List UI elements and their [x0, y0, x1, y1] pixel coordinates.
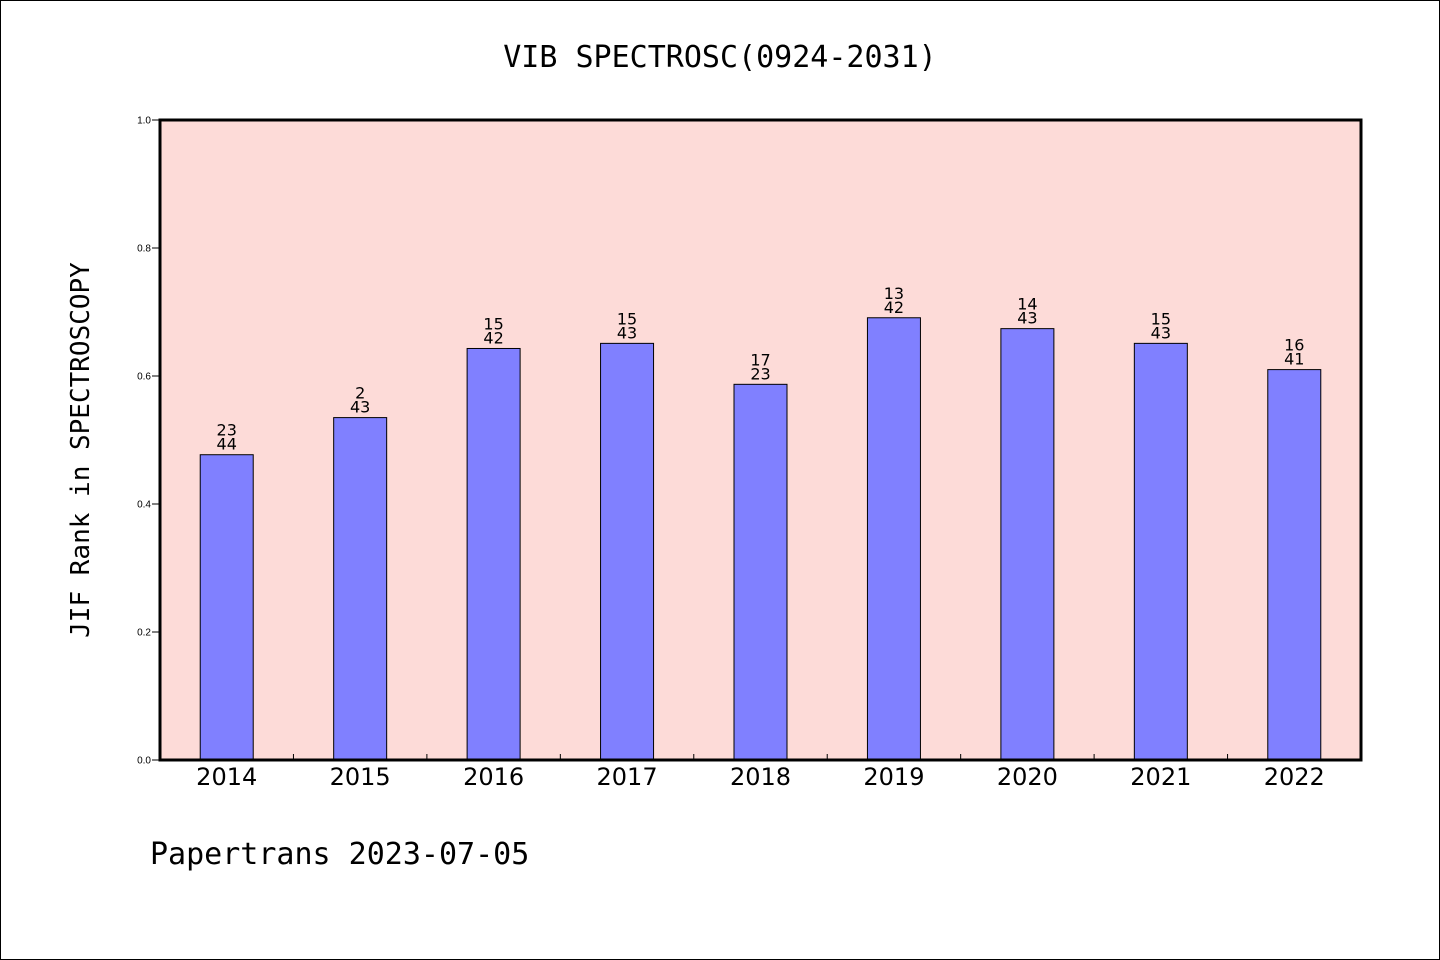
bar-label-total: 41	[1284, 350, 1304, 369]
bar-label-rank: 16	[1284, 336, 1304, 355]
bar-label-rank: 15	[1151, 309, 1171, 328]
bar-label-total: 43	[617, 323, 637, 342]
y-tick-label: 1.0	[137, 116, 151, 127]
bar-label-rank: 17	[750, 350, 770, 369]
x-tick-label: 2019	[863, 763, 924, 791]
x-tick-label: 2021	[1130, 763, 1191, 791]
bar-label-rank: 2	[355, 384, 365, 403]
y-axis: 0.0 0.2 0.4 0.6 0.8 1.0	[137, 116, 160, 767]
bar-2017	[600, 342, 655, 761]
x-tick-label: 2014	[196, 763, 257, 791]
bar-label-total: 43	[1017, 309, 1037, 328]
bar-2019	[866, 317, 921, 761]
bar-2018	[733, 383, 788, 761]
y-tick-label: 0.0	[137, 756, 151, 767]
bar-label-rank: 15	[617, 309, 637, 328]
bar-label-rank: 14	[1017, 295, 1037, 314]
bar-label-rank: 15	[483, 314, 503, 333]
bar-2014	[199, 454, 254, 761]
footer-text: Papertrans 2023-07-05	[150, 837, 529, 872]
x-tick-label: 2015	[330, 763, 391, 791]
bar-label-total: 44	[217, 435, 237, 454]
x-tick-label: 2022	[1264, 763, 1325, 791]
bar-label-total: 42	[483, 328, 503, 347]
bar-label-total: 42	[884, 298, 904, 317]
y-axis-label: JIF Rank in SPECTROSCOPY	[66, 262, 96, 638]
bar-label-total: 43	[1151, 323, 1171, 342]
bar-2015	[333, 417, 388, 761]
x-tick-label: 2018	[730, 763, 791, 791]
y-tick-label: 0.8	[137, 244, 151, 255]
bar-2021	[1133, 342, 1188, 761]
bar-2020	[1000, 328, 1055, 761]
x-tick-label: 2017	[597, 763, 658, 791]
bar-label-rank: 13	[884, 284, 904, 303]
x-axis: 2014 2015 2016 2017 2018 2019 2020 2021 2022	[196, 754, 1325, 791]
bar-label-total: 43	[350, 398, 370, 417]
x-tick-label: 2020	[997, 763, 1058, 791]
y-tick-label: 0.4	[137, 500, 151, 511]
y-tick-label: 0.2	[137, 628, 151, 639]
y-tick-label: 0.6	[137, 372, 151, 383]
plot-border	[158, 118, 1363, 762]
bar-2016	[466, 347, 521, 761]
bar-label-total: 23	[750, 364, 770, 383]
chart-title: VIB SPECTROSC(0924-2031)	[503, 40, 936, 75]
bar-2022	[1267, 369, 1322, 761]
bars-layer	[199, 317, 1322, 761]
x-tick-label: 2016	[463, 763, 524, 791]
bar-label-rank: 23	[217, 421, 237, 440]
